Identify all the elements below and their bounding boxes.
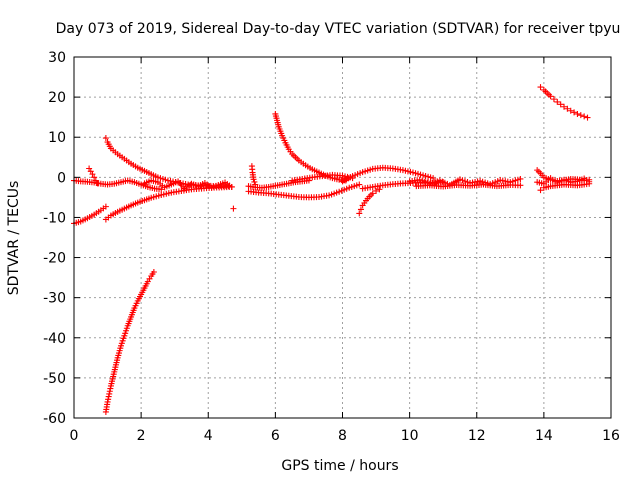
y-tick-label: -40 <box>43 331 66 347</box>
series-short-spur-near-0.5h <box>86 165 101 187</box>
data-point <box>550 96 557 103</box>
data-point <box>517 175 524 182</box>
data-point <box>567 107 574 114</box>
data-point <box>577 112 584 119</box>
data-point <box>251 178 258 185</box>
data-point <box>376 186 383 193</box>
y-tick-label: -50 <box>43 371 66 387</box>
series-cluster-near-3-to-4.7h <box>141 177 235 192</box>
data-point <box>91 174 98 181</box>
data-point <box>106 388 113 395</box>
data-point <box>102 203 109 210</box>
data-point <box>89 171 96 178</box>
x-tick-label: 2 <box>137 428 146 444</box>
series-band-b-5-to-8.5h <box>245 181 363 201</box>
series-rising-from-minus-10 <box>102 183 235 223</box>
x-tick-label: 6 <box>271 428 280 444</box>
y-tick-label: -10 <box>43 210 66 226</box>
data-point <box>564 105 571 112</box>
data-point <box>574 110 581 117</box>
data-point <box>230 205 237 212</box>
data-point <box>517 182 524 189</box>
data-point <box>104 398 111 405</box>
data-point <box>228 183 235 190</box>
data-point <box>557 101 564 108</box>
data-marks <box>71 84 593 415</box>
data-point <box>537 187 544 194</box>
data-point <box>537 84 544 91</box>
series-late-band-mid <box>534 175 593 187</box>
series-lower-band-8.5-to-11h <box>359 179 447 192</box>
data-point <box>554 98 561 105</box>
x-tick-label: 14 <box>535 428 553 444</box>
data-point <box>250 176 257 183</box>
data-point <box>373 187 380 194</box>
data-point <box>584 114 591 121</box>
data-point <box>356 210 363 217</box>
data-point <box>102 135 109 142</box>
data-point <box>106 390 113 397</box>
x-tick-label: 4 <box>204 428 213 444</box>
series-flat-band-lower-11-to-13.3h <box>413 181 524 190</box>
x-tick-label: 0 <box>70 428 79 444</box>
data-point <box>107 385 114 392</box>
data-point <box>150 268 157 275</box>
series-start-spur-near-5.3h <box>248 163 259 188</box>
series-hump-near-9h <box>339 164 437 185</box>
series-rising-from-minus-9-near-8.5h <box>356 186 383 217</box>
y-tick-label: 20 <box>48 90 66 106</box>
data-point <box>158 186 165 193</box>
axis-ticks: 0 2 4 6 8 10 12 14 16 30 20 10 0 -10 -20 -30 -40 -50 -60 <box>43 50 620 444</box>
y-tick-label: 30 <box>48 50 66 66</box>
data-point <box>357 206 364 213</box>
series-descending-from-16 <box>272 110 349 184</box>
y-axis-label: SDTVAR / TECUs <box>6 181 22 296</box>
data-point <box>547 93 554 100</box>
grid <box>74 57 611 418</box>
y-tick-label: -20 <box>43 251 66 267</box>
data-point <box>94 180 101 187</box>
data-point <box>105 396 112 403</box>
y-tick-label: 0 <box>57 170 66 186</box>
data-point <box>581 113 588 120</box>
chart-title: Day 073 of 2019, Sidereal Day-to-day VTE… <box>56 21 621 37</box>
x-axis-label: GPS time / hours <box>281 458 398 474</box>
data-point <box>369 190 376 197</box>
data-point <box>252 181 259 188</box>
y-tick-label: -60 <box>43 411 66 427</box>
data-point <box>105 393 112 400</box>
series-steep-rise-from-minus-58 <box>102 268 157 415</box>
x-tick-label: 12 <box>468 428 486 444</box>
data-point <box>586 178 593 185</box>
data-point <box>571 109 578 116</box>
x-tick-label: 8 <box>338 428 347 444</box>
series-isolated-point <box>230 205 237 212</box>
y-tick-label: -30 <box>43 291 66 307</box>
data-point <box>561 103 568 110</box>
series-mid-band-6.5-to-8.3h <box>289 171 356 184</box>
series-descending-from-22.5 <box>537 84 591 121</box>
x-tick-label: 10 <box>401 428 419 444</box>
y-tick-label: 10 <box>48 130 66 146</box>
series-band-a-5-to-7h <box>245 177 312 191</box>
x-tick-label: 16 <box>602 428 620 444</box>
data-point <box>356 181 363 188</box>
